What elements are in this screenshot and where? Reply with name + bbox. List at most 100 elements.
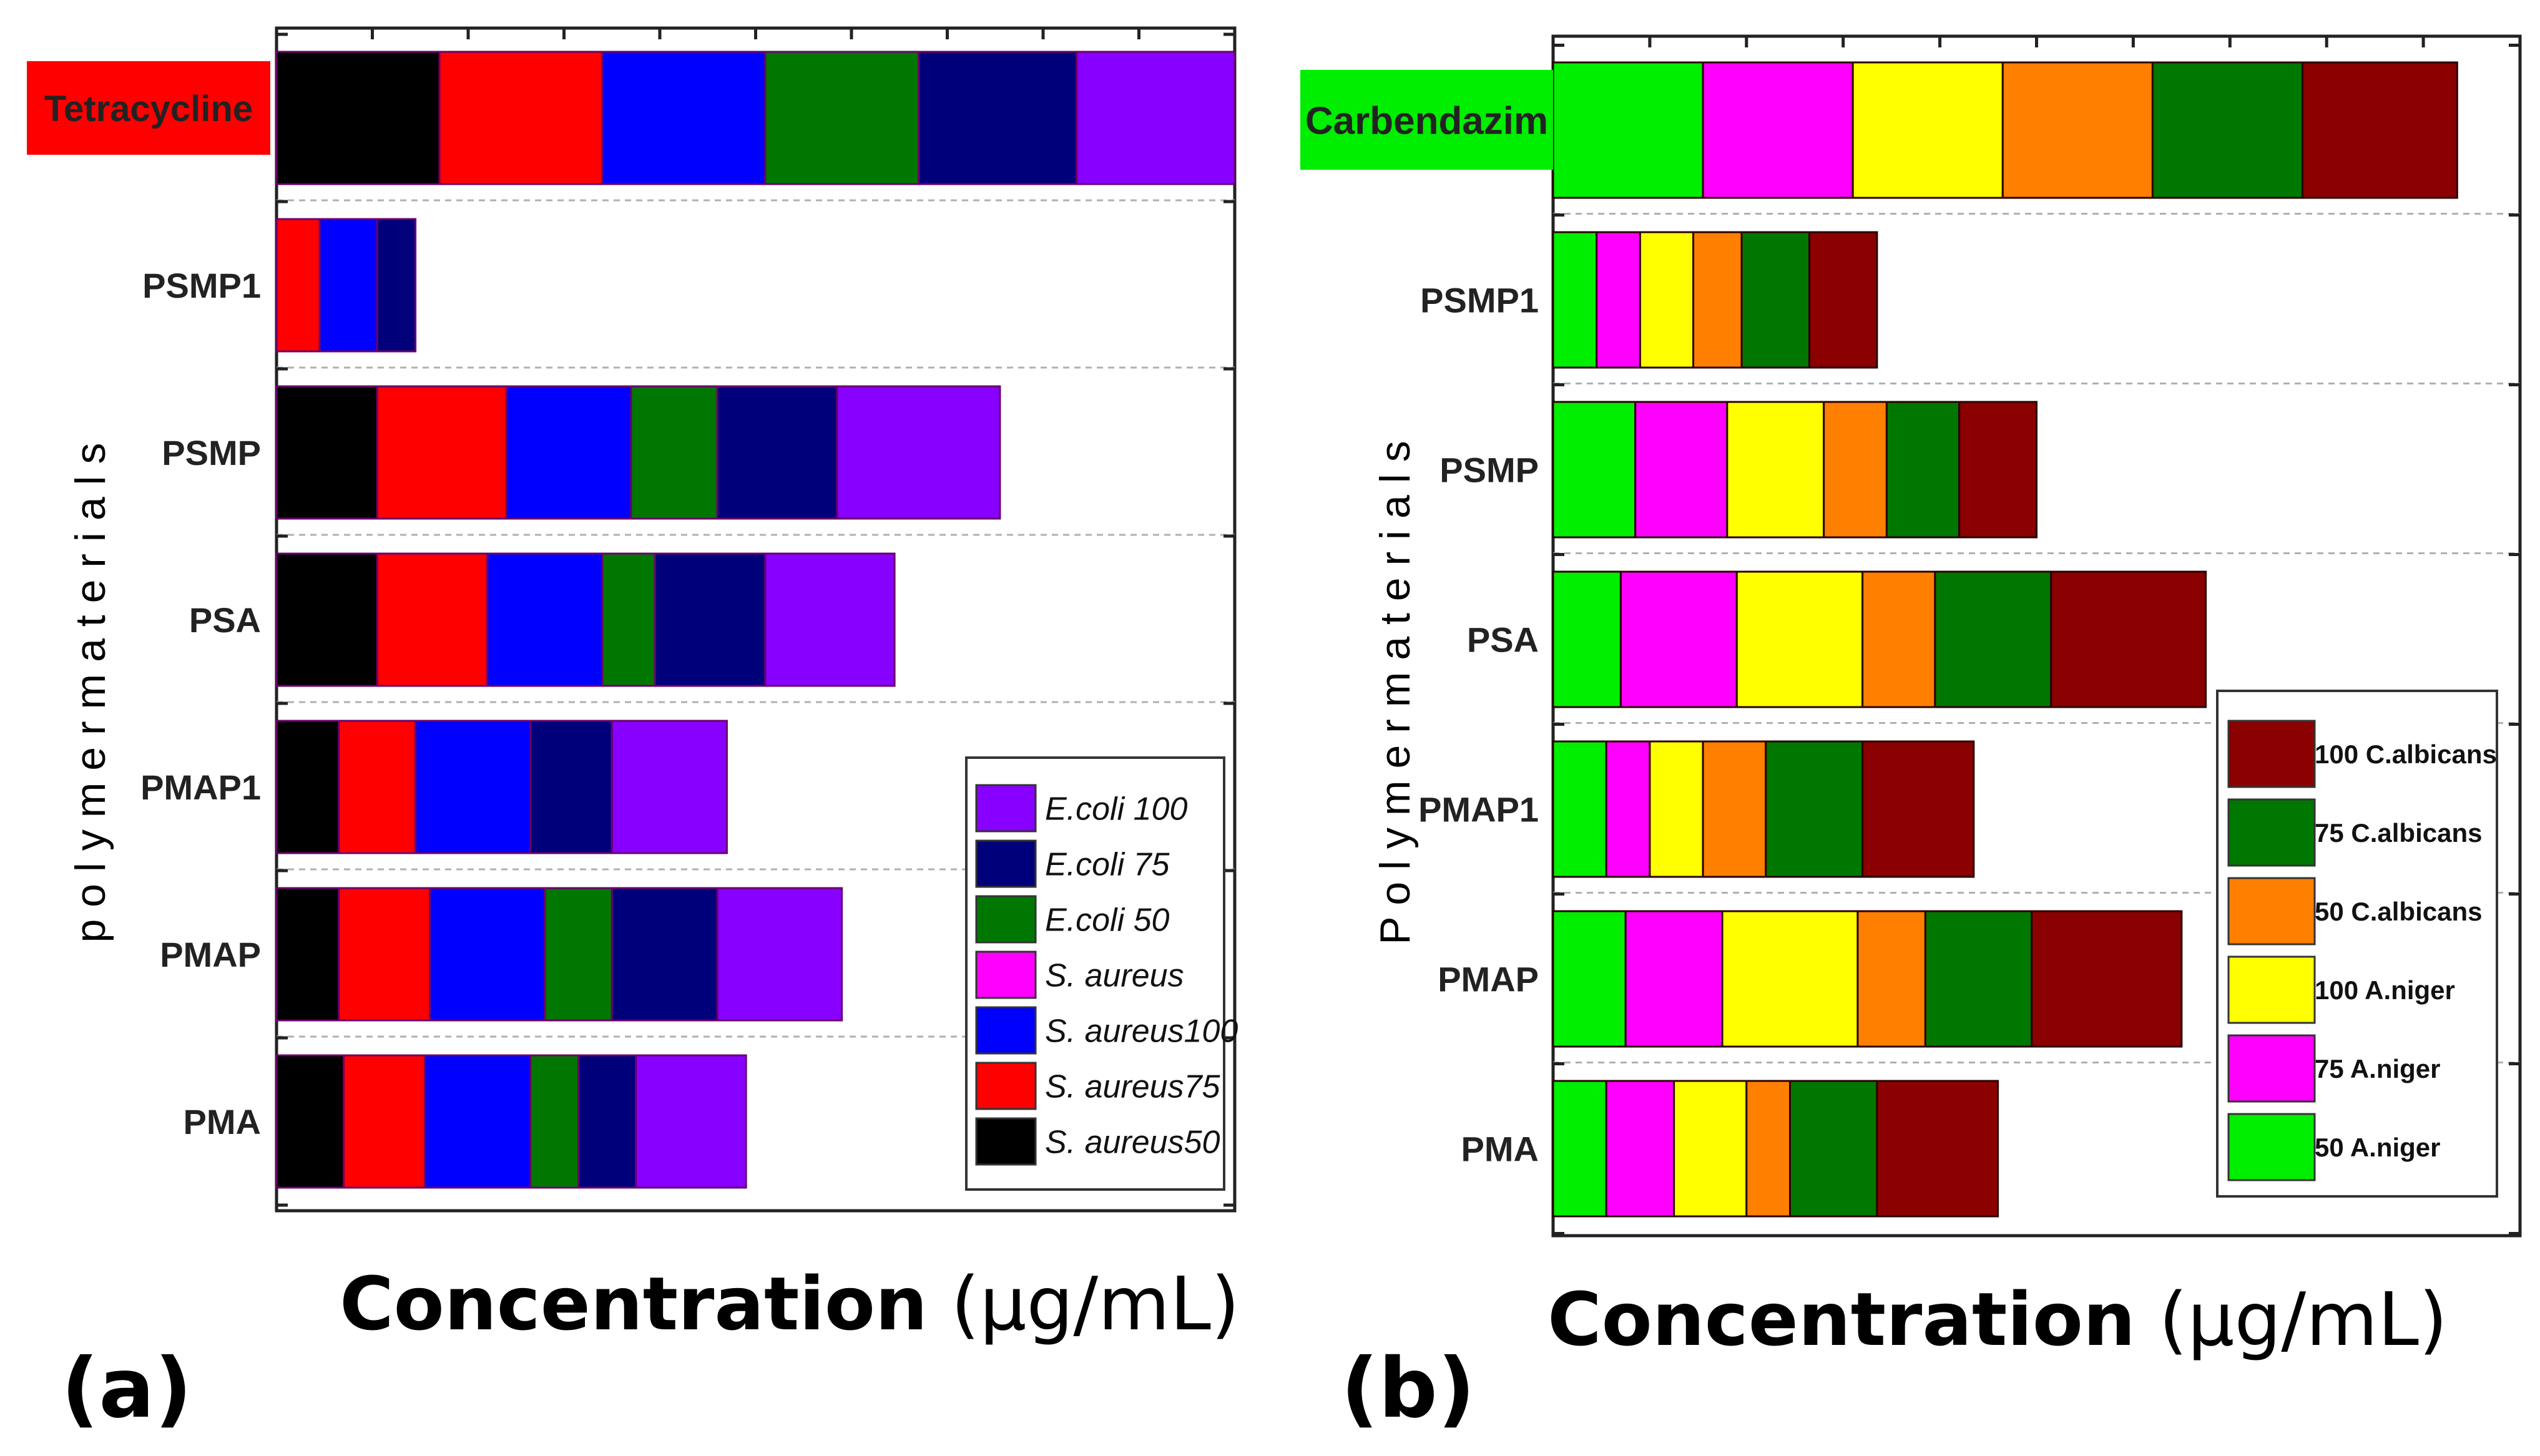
panel-b-bar-segment — [1885, 401, 1961, 539]
panel-b-legend-swatch — [2227, 720, 2316, 788]
panel-b-bar-segment — [1619, 570, 1738, 708]
panel-b-bar-segment — [1924, 910, 2033, 1048]
panel-a-bar-segment — [318, 218, 378, 353]
panel-b-legend-label: 100 C.albicans — [2315, 740, 2497, 769]
panel-a-bar-segment — [544, 887, 613, 1022]
panel-b-bar-segment — [1735, 570, 1864, 708]
panel-a-bar-segment — [275, 51, 441, 185]
panel-b-bar-segment — [1624, 910, 1724, 1048]
panel-b-highlight-label-box — [1300, 70, 1553, 170]
panel-b-bar-segment — [1702, 61, 1854, 199]
panel-b-category-label: PSMP1 — [1420, 281, 1539, 320]
panel-a-bar-segment — [764, 51, 919, 185]
panel-b-bar-segment — [1552, 401, 1637, 539]
panel-a-bar-segment — [275, 1054, 345, 1189]
panel-a-legend-swatch — [975, 895, 1037, 944]
panel-a-category-label: PSMP — [162, 433, 261, 472]
panel-b-bar-segment — [1856, 910, 1926, 1048]
panel-a-letter: (a) — [61, 1341, 192, 1437]
panel-b-xlabel: Concentration (µg/mL) — [1547, 1276, 2448, 1362]
panel-a-chart: Tetracycline PSMP1 PSMP PSA PMAP1 PMAP PMA E.co… — [27, 26, 1238, 1213]
panel-a-legend-swatch — [975, 839, 1037, 888]
panel-b-bar-segment — [1958, 401, 2038, 539]
panel-a-category-label: Tetracycline — [44, 89, 253, 129]
panel-b-legend-swatch — [2227, 1034, 2316, 1103]
panel-b-bar-segment — [1605, 740, 1651, 878]
panel-b-bar-segment — [1552, 910, 1627, 1048]
panel-a-legend-swatch — [975, 1117, 1037, 1166]
panel-b-bar-segment — [1861, 570, 1936, 708]
panel-b-bar-segment — [1649, 740, 1704, 878]
panel-b-legend-label: 75 A.niger — [2315, 1054, 2441, 1083]
panel-b-legend-label: 50 A.niger — [2315, 1133, 2441, 1162]
panel-a-ylabel: p o l y m e r m a t e r i a l s — [67, 442, 114, 942]
panel-a-xlabel: Concentration (µg/mL) — [340, 1261, 1240, 1347]
panel-a-bar-segment — [275, 887, 340, 1022]
panel-a-bar-segment — [275, 720, 340, 854]
panel-a-bar-segment — [438, 51, 604, 185]
panel-a-bar-segment — [376, 218, 417, 353]
panel-b-bar-segment — [1702, 740, 1767, 878]
panel-b-bar-segment — [1552, 1080, 1607, 1218]
panel-a-bar-segment — [635, 1054, 747, 1189]
panel-a-bar-segment — [505, 385, 632, 520]
panel-a-legend-label: S. aureus75 — [1045, 1069, 1220, 1105]
panel-a-legend-swatch — [975, 950, 1037, 999]
panel-a-category-label: PMA — [184, 1102, 261, 1141]
panel-b-bar-segment — [1673, 1080, 1748, 1218]
panel-b-bar-segment — [2001, 61, 2154, 199]
panel-b-bar-segment — [1605, 1080, 1675, 1218]
panel-b-category-label: PMAP — [1438, 960, 1539, 999]
panel-b-legend-swatch — [2227, 877, 2316, 945]
panel-b-xlabel-bold: Concentration — [1547, 1276, 2135, 1362]
panel-b-bar-segment — [1851, 61, 2004, 199]
panel-a-bar-segment — [424, 1054, 532, 1189]
panel-b-bar-segment — [2050, 570, 2207, 708]
panel-a-bar-segment — [836, 385, 1001, 520]
panel-b-category-label: PSMP — [1439, 451, 1539, 490]
panel-b-letter: (b) — [1341, 1341, 1475, 1437]
panel-a-bar-segment — [1076, 51, 1236, 185]
panel-a-bar-segment — [342, 1054, 426, 1189]
panel-b-bar-segment — [2031, 910, 2183, 1048]
panel-a-bar-segment — [764, 552, 896, 687]
panel-a-legend-label: S. aureus50 — [1045, 1125, 1220, 1161]
panel-a-bar-segment — [486, 552, 604, 687]
panel-b-legend-swatch — [2227, 1113, 2316, 1181]
panel-b-category-label: PMAP1 — [1418, 790, 1539, 829]
panel-a-legend-label: E.coli 50 — [1045, 902, 1170, 939]
panel-a-bar-segment — [275, 552, 378, 687]
panel-b-bar-segment — [1808, 231, 1878, 369]
panel-b-legend-swatch — [2227, 798, 2316, 867]
panel-a-bar-segment — [601, 51, 767, 185]
panel-b-bar-segment — [1789, 1080, 1878, 1218]
panel-b-bar-segment — [1552, 570, 1622, 708]
panel-a-bar-segment — [917, 51, 1078, 185]
panel-a-legend-label: E.coli 100 — [1045, 791, 1187, 828]
panel-a-category-label: PMAP — [160, 935, 261, 974]
panel-b-xlabel-unit: (µg/mL) — [2135, 1276, 2448, 1362]
panel-a-bar-segment — [529, 1054, 580, 1189]
panel-a-legend-label: S. aureus — [1045, 958, 1184, 994]
panel-a-bar-segment — [376, 385, 508, 520]
panel-b-bar-segment — [1692, 231, 1743, 369]
panel-b-legend-label: 75 C.albicans — [2315, 818, 2482, 848]
panel-a-bar-segment — [414, 720, 532, 854]
panel-b-category-label: PSA — [1467, 620, 1539, 660]
panel-a-legend-label: E.coli 75 — [1045, 847, 1170, 883]
panel-b-bar-segment — [1634, 401, 1728, 539]
panel-b-bar-segment — [1876, 1080, 1999, 1218]
panel-b-bar-segment — [1726, 401, 1825, 539]
panel-b-bar-segment — [1934, 570, 2052, 708]
panel-a-bar-segment — [610, 887, 718, 1022]
panel-a-bar-segment — [630, 385, 718, 520]
panel-b-category-label: PMA — [1461, 1130, 1539, 1169]
panel-b-bar-segment — [1552, 61, 1704, 199]
panel-b-bar-segment — [1745, 1080, 1792, 1218]
panel-b-legend-label: 50 C.albicans — [2315, 897, 2482, 926]
panel-b-bar-segment — [1861, 740, 1975, 878]
panel-b-bar-segment — [1823, 401, 1888, 539]
panel-a-bar-segment — [601, 552, 656, 687]
panel-a-bar-segment — [275, 218, 321, 353]
